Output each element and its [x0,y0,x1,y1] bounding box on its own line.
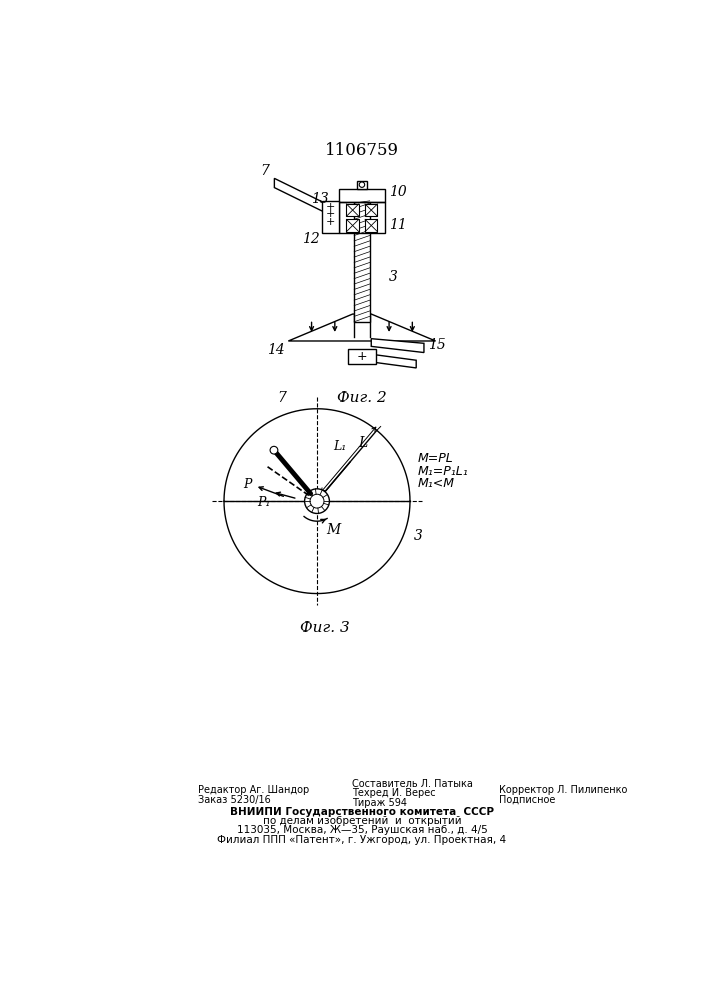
Text: 3: 3 [389,270,398,284]
Text: Заказ 5230/16: Заказ 5230/16 [199,795,271,805]
Text: +: + [356,350,367,363]
Text: 113035, Москва, Ж—35, Раушская наб., д. 4/5: 113035, Москва, Ж—35, Раушская наб., д. … [237,825,487,835]
Bar [339,202,385,233]
Circle shape [310,494,324,508]
Text: Фиг. 2: Фиг. 2 [337,391,387,405]
Bar [365,219,378,232]
Circle shape [359,182,365,187]
Bar [346,204,359,216]
Text: 7: 7 [278,391,286,405]
Bar [348,349,376,364]
Polygon shape [371,339,424,353]
Bar [322,201,339,233]
Text: Редактор Аг. Шандор: Редактор Аг. Шандор [199,785,310,795]
Text: +: + [325,217,335,227]
Text: L₁: L₁ [333,440,346,453]
Text: 14: 14 [267,343,284,357]
Text: M₁<M: M₁<M [418,477,455,490]
Text: M: M [327,523,341,537]
Polygon shape [376,355,416,368]
Text: M₁=P₁L₁: M₁=P₁L₁ [418,465,469,478]
Text: 13: 13 [311,192,329,206]
Bar [365,204,378,216]
Text: 10: 10 [389,185,407,199]
Text: 11: 11 [389,218,407,232]
Text: +: + [325,209,335,219]
Circle shape [305,489,329,513]
Text: 3: 3 [414,529,423,543]
Bar [357,181,367,189]
Text: +: + [325,202,335,212]
Bar [354,201,370,322]
Text: 7: 7 [261,164,269,178]
Text: Филиал ППП «Патент», г. Ужгород, ул. Проектная, 4: Филиал ППП «Патент», г. Ужгород, ул. Про… [217,835,506,845]
Text: P: P [243,478,252,491]
Text: 12: 12 [302,232,320,246]
Circle shape [270,446,278,454]
Text: по делам изобретений  и  открытий: по делам изобретений и открытий [262,816,461,826]
Bar [346,219,359,232]
Text: ВНИИПИ Государственного комитета  СССР: ВНИИПИ Государственного комитета СССР [230,807,494,817]
Text: Фиг. 3: Фиг. 3 [300,620,350,635]
Text: 1106759: 1106759 [325,142,399,159]
Text: Подписное: Подписное [499,795,556,805]
Text: P₁: P₁ [257,496,271,509]
Text: Составитель Л. Патыка: Составитель Л. Патыка [352,779,473,789]
Text: M=PL: M=PL [418,452,453,465]
Polygon shape [274,178,337,218]
Text: Техред И. Верес: Техред И. Верес [352,788,436,798]
Text: L: L [358,436,367,450]
Text: 15: 15 [428,338,445,352]
Bar [339,189,385,202]
Text: Корректор Л. Пилипенко: Корректор Л. Пилипенко [499,785,628,795]
Text: Тираж 594: Тираж 594 [352,798,407,808]
Polygon shape [288,314,436,341]
